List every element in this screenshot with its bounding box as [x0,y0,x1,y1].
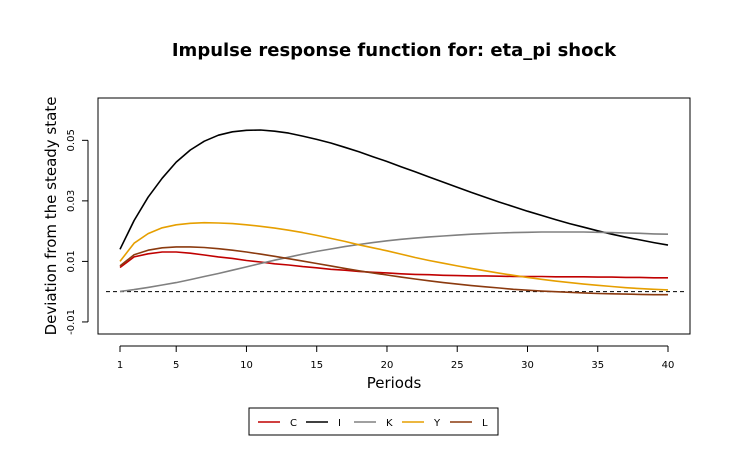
x-tick-label: 35 [591,360,604,371]
x-tick-label: 25 [451,360,464,371]
legend-label-k: K [386,418,393,429]
x-tick-label: 1 [117,360,123,371]
series-line-c [119,251,668,279]
y-tick-label: 0.03 [66,190,77,212]
series-line-y [119,221,669,291]
series-line-l [119,246,668,296]
legend-label-y: Y [433,418,441,429]
y-tick-label: 0.01 [66,250,77,272]
y-axis-label: Deviation from the steady state [42,97,60,336]
x-tick-label: 20 [381,360,394,371]
series-line-k [119,231,669,293]
x-tick-label: 30 [521,360,534,371]
plot-frame [97,97,691,335]
x-tick-label: 5 [173,360,179,371]
legend-label-i: I [338,418,341,429]
x-tick-label: 40 [662,360,675,371]
x-tick-label: 10 [240,360,253,371]
x-tick-label: 15 [310,360,323,371]
legend-label-c: C [290,418,297,429]
y-axis: -0.01 0.01 0.03 0.05 [66,129,89,335]
series-lines [119,129,669,296]
x-axis-label: Periods [367,374,422,392]
series-line-i [119,129,669,250]
y-tick-label: -0.01 [66,309,77,335]
x-axis: 1 5 10 15 20 25 30 35 40 [117,345,675,371]
chart-title: Impulse response function for: eta_pi sh… [172,40,617,61]
y-tick-label: 0.05 [66,129,77,151]
legend-label-l: L [482,418,488,429]
